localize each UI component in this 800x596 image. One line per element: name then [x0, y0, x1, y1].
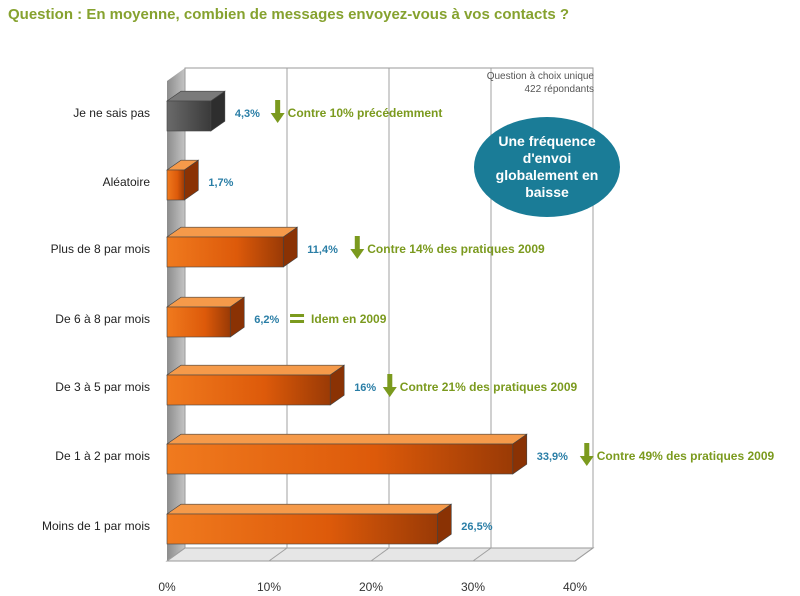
equal-icon-lower: [290, 320, 305, 323]
bar-top: [166, 503, 453, 515]
gridline-floor: [472, 547, 492, 562]
down-arrow-icon-head: [382, 387, 397, 397]
down-arrow-icon-head: [270, 113, 285, 123]
summary-bubble: Une fréquence d'envoi globalement en bai…: [474, 117, 620, 217]
value-label: 33,9%: [537, 451, 568, 463]
category-label: Aléatoire: [103, 175, 151, 189]
category-label: De 3 à 5 par mois: [55, 380, 150, 394]
value-label: 16%: [354, 382, 376, 394]
value-label: 1,7%: [208, 177, 233, 189]
x-tick-label: 40%: [563, 580, 587, 594]
category-label: Plus de 8 par mois: [51, 242, 150, 256]
chart-title: Question : En moyenne, combien de messag…: [8, 6, 569, 23]
down-arrow-icon-head: [350, 249, 365, 259]
gridline-floor: [574, 547, 594, 562]
gridline-floor: [268, 547, 288, 562]
annotation-text: Contre 14% des pratiques 2009: [367, 242, 545, 256]
down-arrow-icon-head: [579, 456, 594, 466]
x-tick-label: 30%: [461, 580, 485, 594]
value-label: 11,4%: [307, 244, 338, 256]
value-label: 6,2%: [254, 314, 279, 326]
category-label: De 6 à 8 par mois: [55, 312, 150, 326]
bar: [166, 100, 212, 132]
respondent-count: 422 répondants: [524, 84, 594, 95]
annotation-text: Contre 10% précédemment: [288, 106, 443, 120]
x-tick-label: 20%: [359, 580, 383, 594]
bar-top: [166, 433, 528, 445]
down-arrow-icon: [275, 100, 281, 113]
category-label: De 1 à 2 par mois: [55, 449, 150, 463]
bar-top: [166, 226, 299, 238]
bar: [166, 306, 231, 338]
gridline-floor: [166, 547, 186, 562]
survey-type: Question à choix unique: [486, 71, 594, 82]
gridline-floor: [370, 547, 390, 562]
bar: [166, 374, 331, 406]
category-label: Moins de 1 par mois: [42, 519, 150, 533]
down-arrow-icon: [354, 236, 360, 249]
annotation-text: Contre 21% des pratiques 2009: [400, 380, 578, 394]
annotation-text: Idem en 2009: [311, 312, 387, 326]
bar: [166, 513, 438, 545]
value-label: 4,3%: [235, 108, 260, 120]
equal-icon: [290, 314, 305, 317]
bar: [166, 236, 284, 268]
annotation-text: Contre 49% des pratiques 2009: [597, 449, 775, 463]
down-arrow-icon: [584, 443, 590, 456]
bar: [166, 169, 185, 201]
x-tick-label: 0%: [158, 580, 176, 594]
x-tick-label: 10%: [257, 580, 281, 594]
category-label: Je ne sais pas: [73, 106, 150, 120]
value-label: 26,5%: [461, 521, 492, 533]
down-arrow-icon: [387, 374, 393, 387]
bar-top: [166, 364, 346, 376]
bar: [166, 443, 514, 475]
summary-bubble-text: Une fréquence d'envoi globalement en bai…: [495, 133, 599, 200]
survey-info: Question à choix unique 422 répondants: [487, 70, 594, 96]
